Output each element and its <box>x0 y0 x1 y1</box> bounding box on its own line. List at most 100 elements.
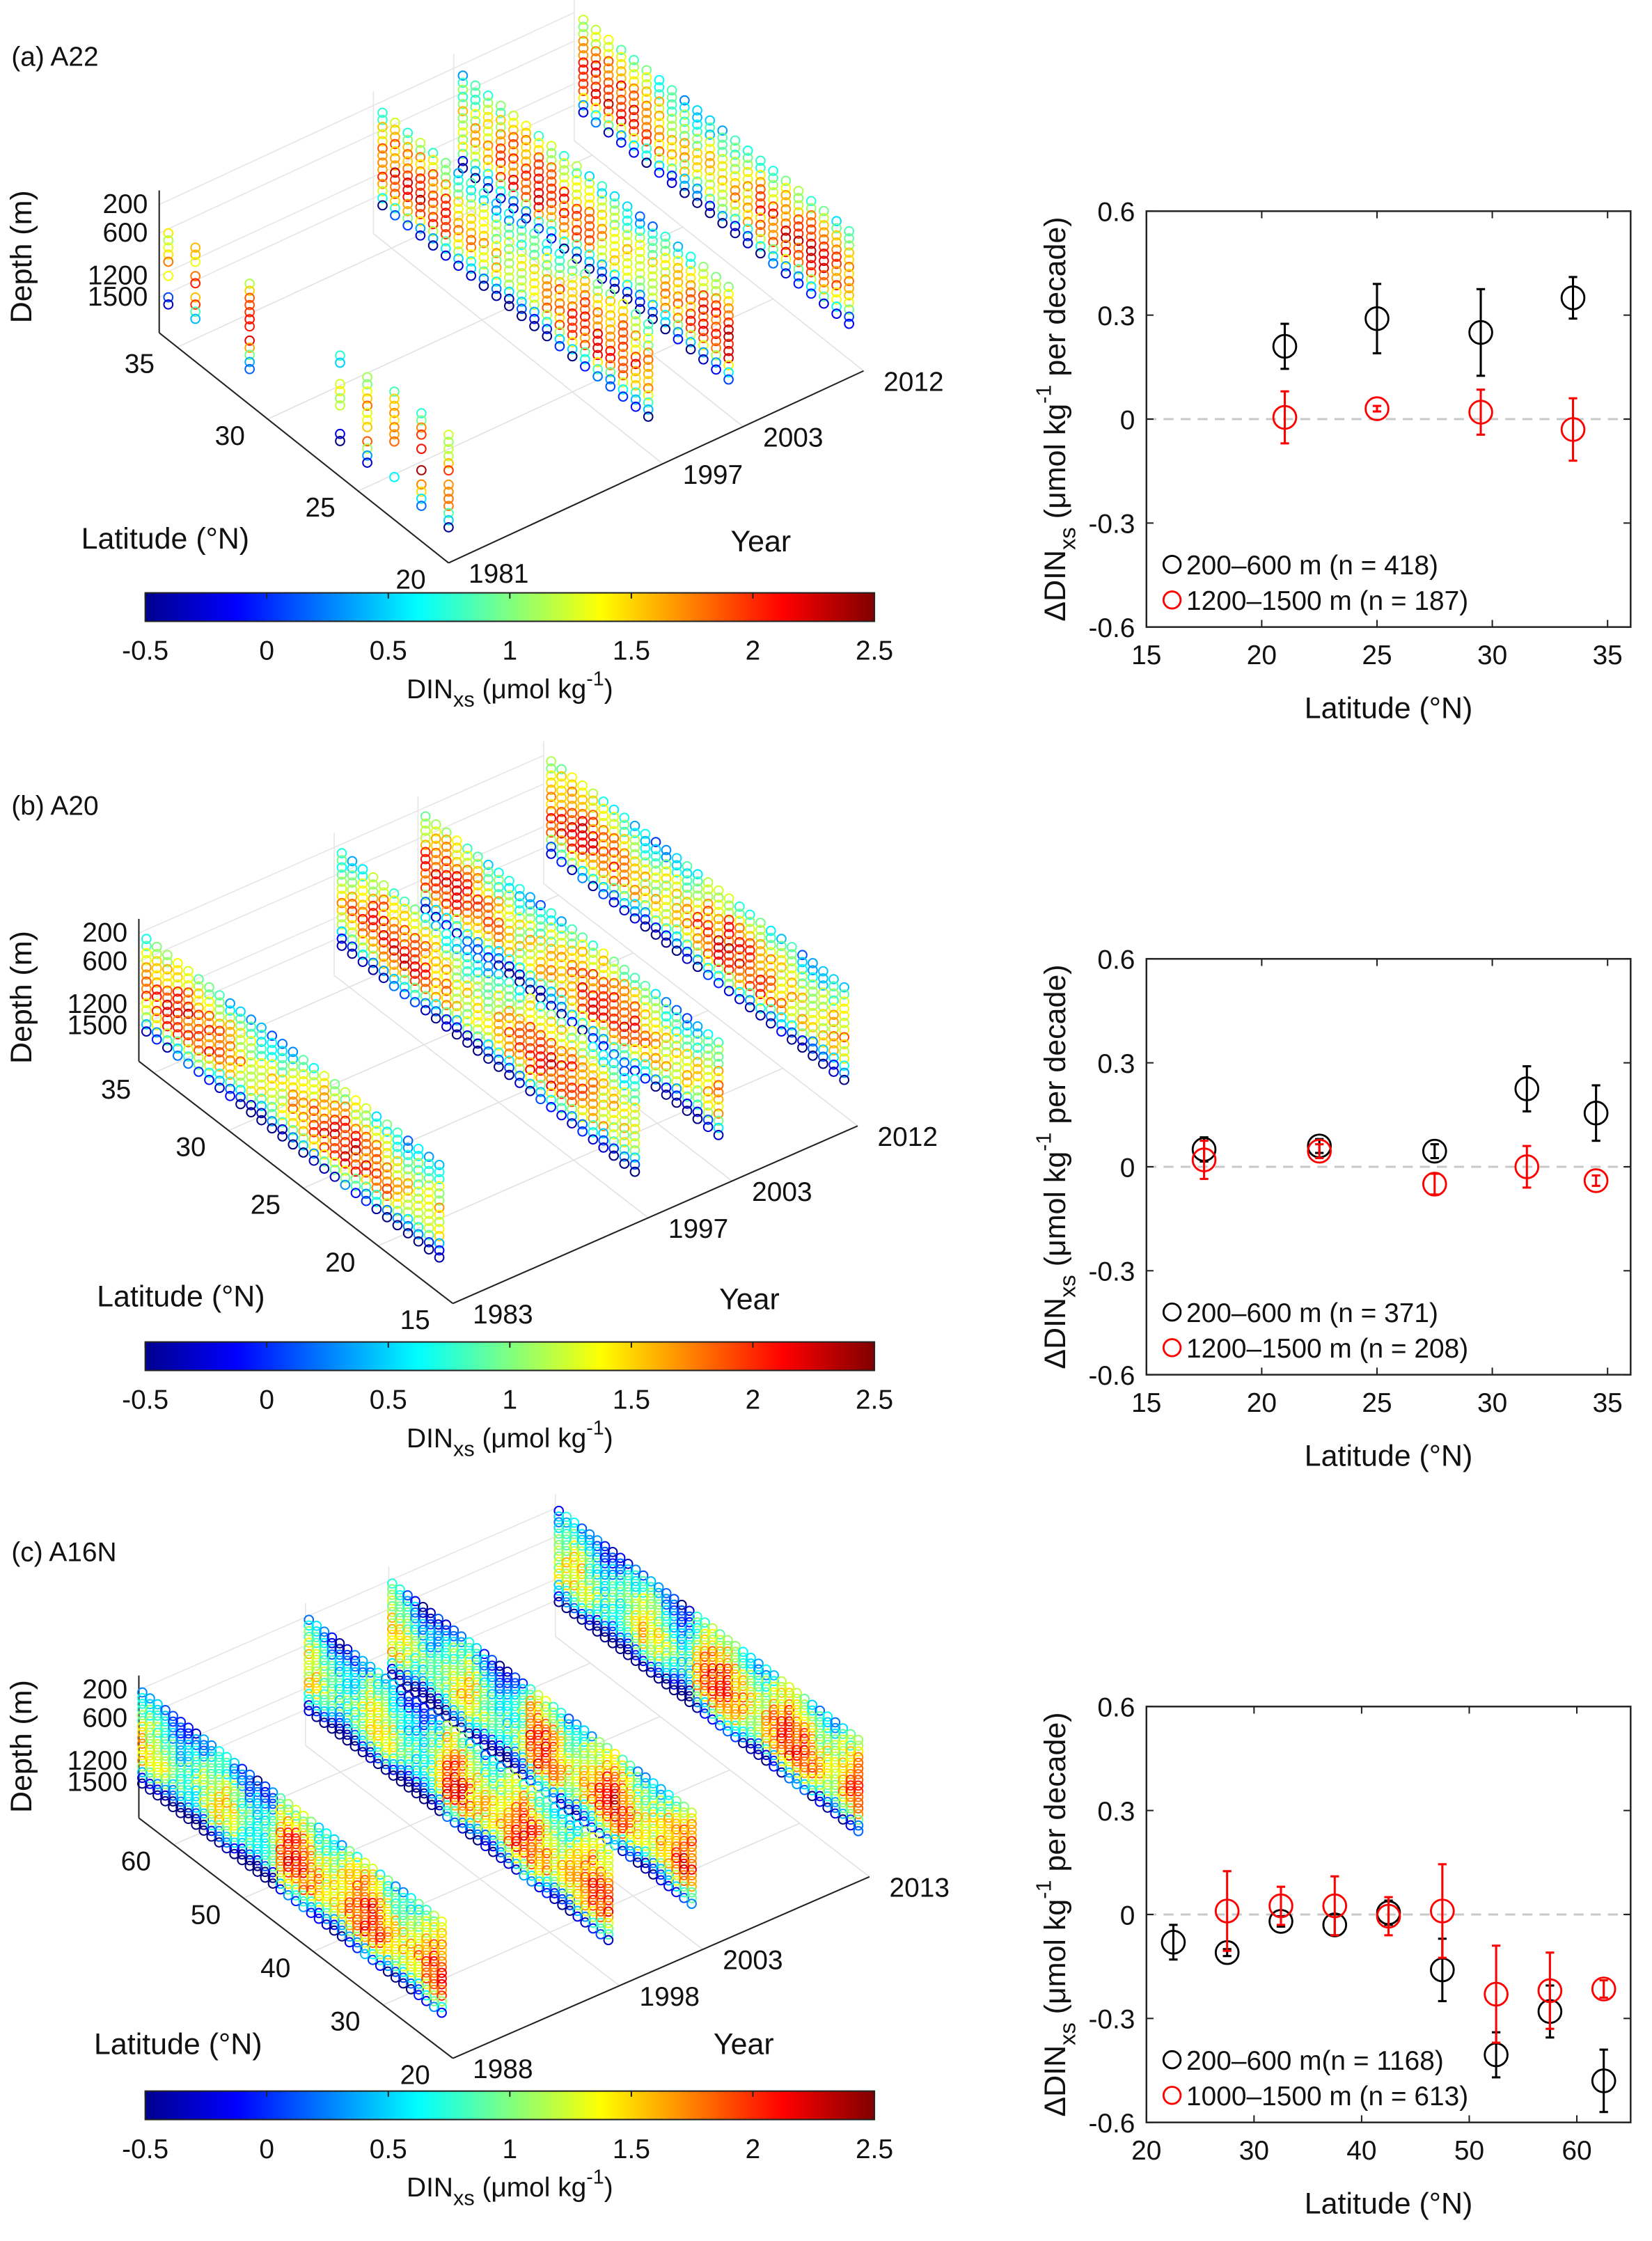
section-data-point <box>470 137 481 148</box>
section-data-point <box>377 122 388 132</box>
section-data-point <box>768 201 778 212</box>
section-data-point <box>514 962 525 973</box>
section-data-point <box>495 122 506 132</box>
section-data-point <box>650 1067 661 1078</box>
legend-label: 1200–1500 m (n = 208) <box>1186 1334 1468 1364</box>
section-data-point <box>640 1030 651 1041</box>
section-data-point <box>466 235 477 246</box>
section-data-point <box>713 970 724 982</box>
section-data-point <box>713 964 724 974</box>
section-data-point <box>630 372 641 384</box>
section-data-point <box>713 1122 724 1133</box>
section-data-point <box>654 160 665 171</box>
section-data-point <box>472 901 483 912</box>
section-data-point <box>336 848 347 858</box>
section-data-point <box>357 878 368 889</box>
section-data-point <box>755 918 766 928</box>
section-data-point <box>554 255 565 266</box>
section-data-point <box>666 120 677 132</box>
section-data-point <box>679 138 690 148</box>
section-data-point <box>660 317 671 328</box>
section-data-point <box>441 863 452 874</box>
section-data-point <box>420 840 431 851</box>
section-data-point <box>567 315 578 327</box>
section-data-point <box>388 916 400 927</box>
section-data-point <box>567 272 578 283</box>
x-tick-label: 35 <box>1593 640 1623 670</box>
section-data-point <box>554 305 565 316</box>
section-data-point <box>504 940 514 950</box>
section-data-point <box>609 276 620 288</box>
section-data-point <box>567 931 578 942</box>
section-data-point <box>592 343 603 354</box>
section-data-point <box>529 278 540 289</box>
section-data-point <box>577 1010 588 1021</box>
section-data-point <box>679 180 690 191</box>
section-data-point <box>692 1042 703 1053</box>
section-data-point <box>808 958 818 968</box>
section-data-point <box>839 1053 850 1064</box>
section-data-point <box>640 1073 651 1084</box>
section-data-point <box>793 264 804 275</box>
section-data-point <box>666 127 677 139</box>
year-tick-label: 2013 <box>890 1873 950 1903</box>
year-tick-label: 2012 <box>883 367 943 397</box>
section-data-point <box>682 1041 693 1052</box>
section-data-point <box>650 915 661 926</box>
section-data-point <box>494 889 504 899</box>
section-data-point <box>558 179 569 190</box>
section-data-point <box>619 971 630 982</box>
section-data-point <box>495 129 506 140</box>
section-data-point <box>671 1012 682 1023</box>
section-data-point <box>567 329 578 340</box>
section-data-point <box>567 801 578 811</box>
section-data-point <box>588 947 599 958</box>
depth-tick-label: 600 <box>82 946 127 976</box>
y-tick-label: -0.3 <box>1088 1257 1135 1287</box>
section-data-point <box>634 246 645 258</box>
section-data-point <box>494 1054 504 1065</box>
section-data-point <box>362 436 372 447</box>
section-data-point <box>650 879 661 890</box>
section-data-point <box>567 815 578 826</box>
section-data-point <box>672 320 684 331</box>
grid-line <box>333 975 649 1218</box>
section-data-point <box>629 118 639 129</box>
section-data-point <box>765 1011 776 1022</box>
section-data-point <box>567 981 578 992</box>
section-data-point <box>244 343 255 353</box>
colorbar-label-part: -1 <box>586 668 604 691</box>
section-data-point <box>641 143 652 154</box>
section-data-point <box>567 865 578 876</box>
section-data-point <box>491 290 502 301</box>
section-data-point <box>692 112 702 123</box>
section-data-point <box>717 125 728 136</box>
section-data-point <box>529 299 540 310</box>
section-data-point <box>554 333 565 345</box>
section-data-point <box>608 964 620 974</box>
section-data-point <box>580 304 590 315</box>
section-data-point <box>572 246 582 257</box>
section-data-point <box>698 297 709 308</box>
section-data-point <box>584 178 595 189</box>
section-data-point <box>514 992 525 1003</box>
section-data-point <box>654 167 665 178</box>
section-data-point <box>755 184 766 195</box>
section-data-point <box>666 99 677 110</box>
section-data-point <box>399 953 410 964</box>
section-data-point <box>546 777 557 788</box>
section-data-point <box>671 1026 682 1037</box>
legend-marker <box>1162 1302 1182 1322</box>
section-data-point <box>734 980 745 991</box>
section-data-point <box>503 222 514 233</box>
marker <box>1560 285 1586 310</box>
section-data-point <box>482 140 494 151</box>
section-data-point <box>608 1006 620 1017</box>
section-data-point <box>705 115 716 126</box>
section-data-point <box>416 429 427 440</box>
panel-1: (b) A20152025303519831997200320122006001… <box>5 741 1632 1473</box>
grid-line <box>377 1067 783 1247</box>
section-data-point <box>402 127 414 139</box>
section-data-point <box>533 166 544 177</box>
colorbar-label-part: ) <box>604 675 613 705</box>
